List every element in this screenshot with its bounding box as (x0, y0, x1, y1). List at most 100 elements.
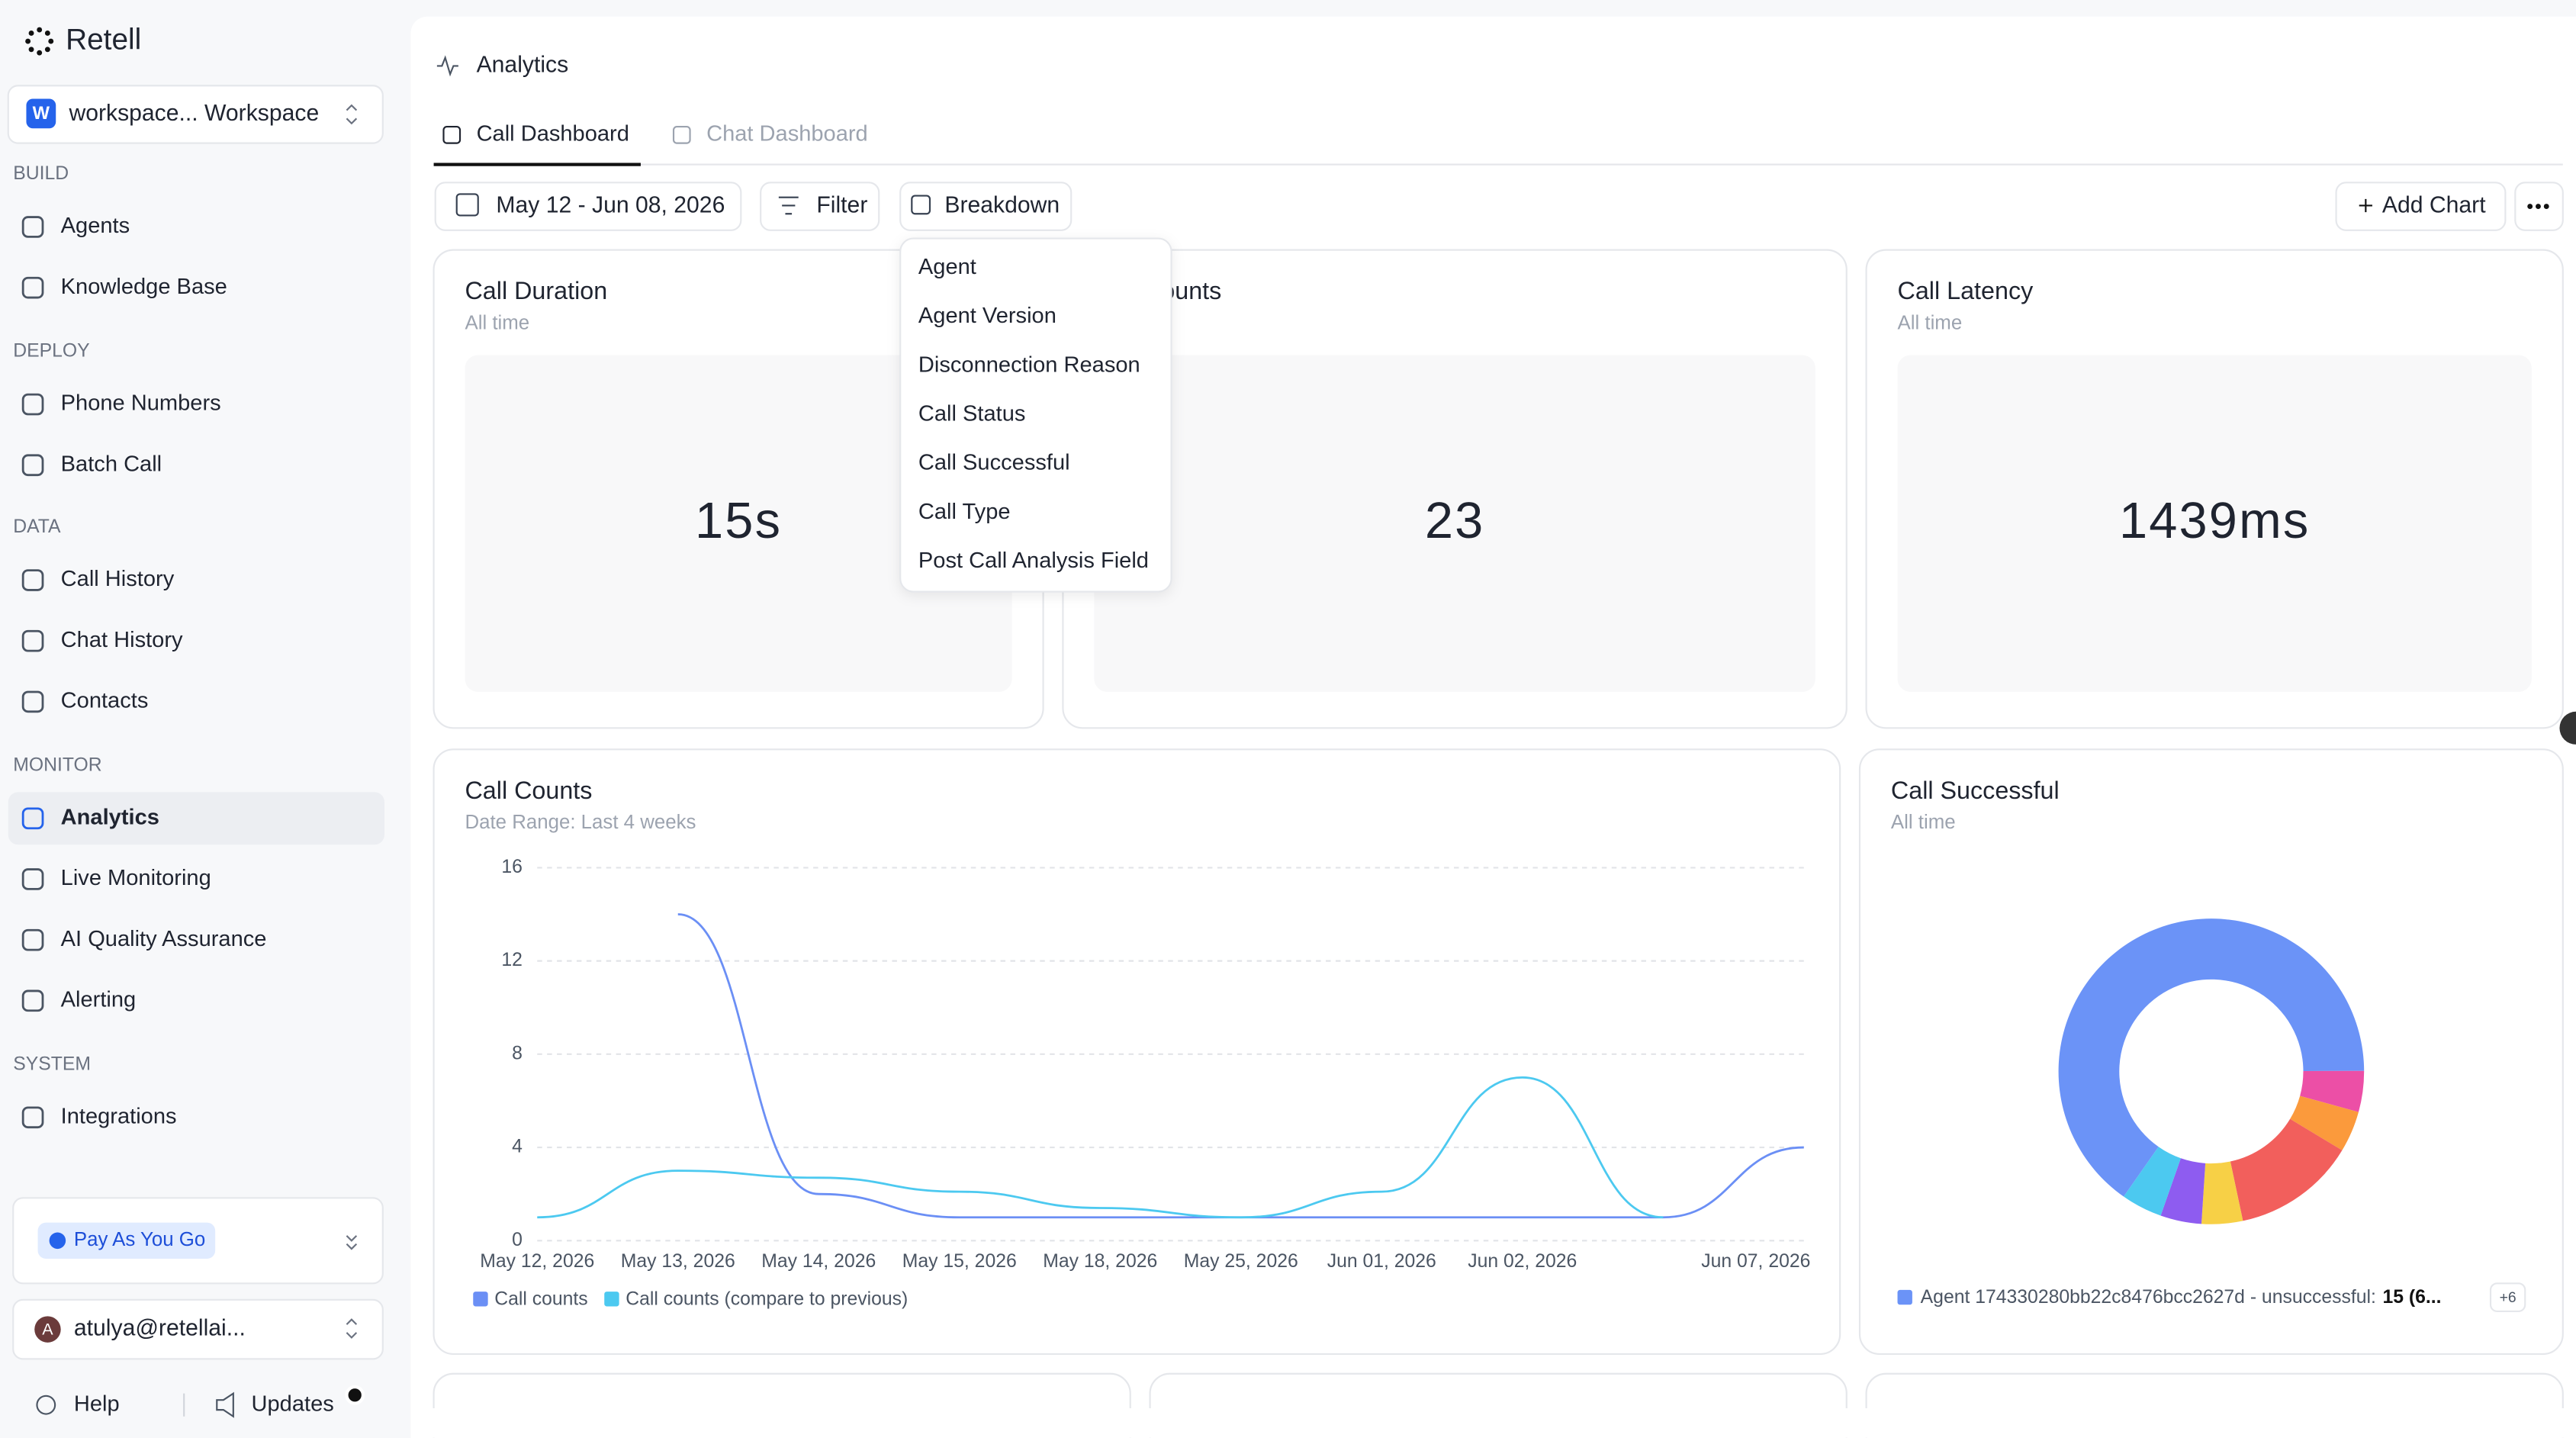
pie-segment (2300, 1070, 2365, 1112)
workspace-switcher[interactable] (7, 85, 384, 144)
chart-subtitle: All time (1891, 812, 1956, 833)
nav-icon (21, 454, 44, 477)
nav-item: Knowledge Base (61, 275, 227, 299)
date-picker[interactable] (434, 182, 742, 231)
legend-value: 15 (6... (2383, 1287, 2442, 1308)
nav-item: Live Monitoring (61, 866, 211, 890)
more-dot (2543, 204, 2549, 209)
menu-item: Call Status (918, 402, 1026, 426)
legend-label: Call counts (compare to previous) (626, 1288, 908, 1309)
workspace-name: workspace... Workspace (68, 101, 319, 126)
y-tick-label: 4 (512, 1137, 523, 1157)
date-range: May 12 - Jun 08, 2026 (496, 193, 725, 218)
chart-subtitle: Date Range: Last 4 weeks (465, 812, 696, 833)
nav-item: Batch Call (61, 452, 162, 476)
x-tick-label: May 12, 2026 (480, 1251, 594, 1272)
legend-label: Call counts (494, 1288, 587, 1309)
logo-dot (25, 38, 31, 44)
workspace-initial: W (33, 104, 50, 124)
avatar-initial: A (42, 1320, 53, 1338)
menu-item: Agent Version (918, 304, 1056, 328)
breakdown-button[interactable] (899, 182, 1073, 231)
logo-dot (28, 30, 34, 36)
more-dot (2536, 204, 2541, 209)
add-chart-label: Add Chart (2382, 193, 2486, 218)
nav-icon (21, 1106, 44, 1129)
nav-item: Call History (61, 567, 175, 591)
stat-value: 1439ms (2119, 493, 2310, 549)
plan-check (49, 1232, 66, 1250)
tab: Chat Dashboard (706, 122, 868, 146)
nav-item: Analytics (61, 805, 159, 829)
x-tick-label: May 15, 2026 (902, 1251, 1017, 1272)
tab-icon (672, 126, 691, 144)
y-tick-label: 12 (501, 950, 523, 970)
pie-segment (2058, 918, 2365, 1197)
filter-button[interactable] (760, 182, 880, 231)
menu-item: Call Type (918, 500, 1011, 524)
tab: Call Dashboard (477, 122, 629, 146)
menu-item: Post Call Analysis Field (918, 548, 1149, 573)
filter-label: Filter (816, 193, 867, 218)
add-chart-button[interactable] (2335, 182, 2507, 231)
brand: Retell (66, 23, 141, 56)
card-title: Call Duration (465, 277, 607, 304)
pie-segment (2201, 1161, 2243, 1224)
pie-segment (2160, 1158, 2206, 1224)
nav-icon (21, 216, 44, 238)
logo-dot (28, 47, 34, 53)
nav-icon (21, 868, 44, 890)
workspace-badge (26, 98, 56, 129)
filter-icon (778, 196, 799, 215)
nav-item: Alerting (61, 988, 137, 1012)
section-title: MONITOR (13, 754, 101, 775)
pie-segment (2290, 1095, 2359, 1150)
plan-pill (37, 1222, 216, 1259)
nav-item: AI Quality Assurance (61, 927, 267, 951)
x-tick-label: May 13, 2026 (621, 1251, 735, 1272)
pie-segment (2230, 1118, 2343, 1221)
x-tick-label: May 18, 2026 (1043, 1251, 1157, 1272)
plan-name: Pay As You Go (74, 1229, 205, 1250)
section-title: DATA (13, 516, 61, 537)
series-line (537, 1076, 1664, 1219)
stat-value: 15s (695, 493, 782, 549)
chart-card (1858, 748, 2564, 1355)
x-tick-label: Jun 02, 2026 (1468, 1251, 1577, 1272)
menu-item: Disconnection Reason (918, 352, 1140, 377)
chart-title: Call Counts (465, 777, 592, 804)
chart-title: Call Successful (1891, 777, 2060, 804)
y-tick-label: 8 (512, 1043, 523, 1063)
section-title: SYSTEM (13, 1054, 91, 1074)
analytics-icon (436, 55, 458, 77)
user-chevrons (346, 1318, 358, 1339)
logo-dot (48, 38, 54, 44)
bottom-fade (410, 1407, 2576, 1438)
legend-swatch (473, 1292, 488, 1307)
y-tick-label: 0 (512, 1230, 523, 1250)
x-tick-label: May 14, 2026 (761, 1251, 876, 1272)
breakdown-label: Breakdown (944, 193, 1060, 218)
update-dot (345, 1385, 365, 1405)
user-switcher[interactable] (12, 1298, 384, 1360)
nav-icon (21, 276, 44, 299)
updates-icon (216, 1391, 234, 1418)
nav-icon (21, 928, 44, 951)
x-tick-label: May 25, 2026 (1184, 1251, 1298, 1272)
tab-icon (442, 126, 461, 144)
help-icon (36, 1395, 56, 1415)
plan-chevron (346, 1235, 358, 1250)
legend-swatch (604, 1292, 619, 1307)
chart-card (433, 748, 1841, 1355)
series-line (677, 913, 1804, 1219)
card-subtitle: All time (1898, 312, 1963, 333)
stat-panel (465, 355, 1012, 692)
help-link: Help (74, 1391, 120, 1416)
legend-more-badge (2489, 1282, 2526, 1312)
edge-handle[interactable] (2559, 711, 2576, 745)
calendar-icon (455, 193, 479, 217)
updates-link: Updates (252, 1391, 334, 1416)
legend-swatch (1897, 1289, 1912, 1305)
user-email: atulya@retellai... (74, 1316, 246, 1341)
